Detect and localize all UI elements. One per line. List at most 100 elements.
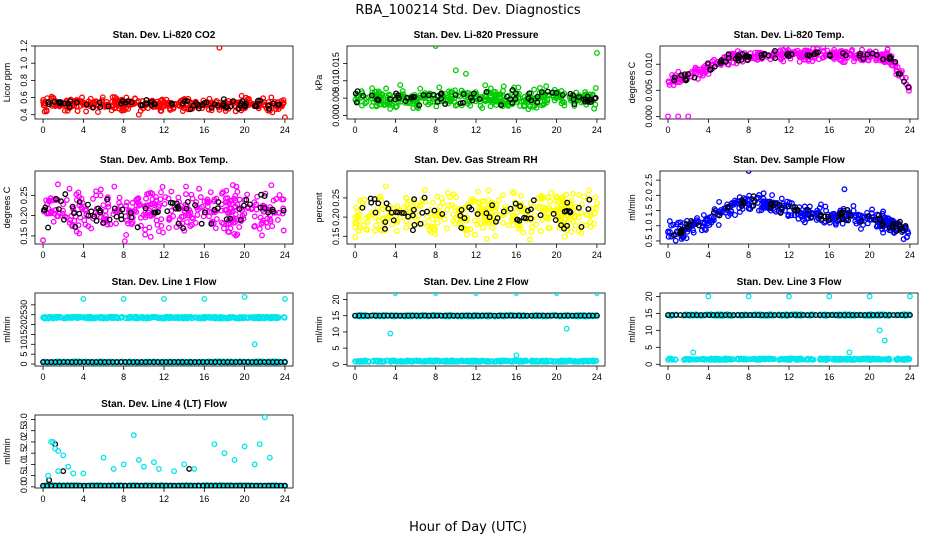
data-point xyxy=(212,313,218,320)
data-point xyxy=(259,219,266,226)
data-point xyxy=(801,219,808,226)
data-point xyxy=(429,216,436,223)
data-point xyxy=(430,91,437,98)
data-point xyxy=(185,106,192,113)
data-point xyxy=(96,314,103,321)
data-point xyxy=(241,102,248,109)
data-point xyxy=(725,51,732,58)
data-point xyxy=(479,357,486,364)
x-tick-label: 12 xyxy=(159,372,169,382)
data-point xyxy=(568,228,575,235)
x-tick-label: 4 xyxy=(706,250,711,260)
data-point xyxy=(46,101,52,108)
data-point xyxy=(767,207,774,214)
data-point xyxy=(685,113,692,119)
data-point xyxy=(778,205,785,211)
data-point xyxy=(436,84,443,91)
data-point xyxy=(550,210,557,217)
data-point xyxy=(355,214,362,221)
data-point xyxy=(172,205,179,212)
x-tick-label: 16 xyxy=(824,250,834,260)
data-point xyxy=(678,226,685,233)
plot-frame xyxy=(34,414,294,489)
x-tick-label: 12 xyxy=(784,125,794,135)
data-point xyxy=(123,202,130,209)
data-point xyxy=(814,207,821,214)
data-point xyxy=(480,198,487,204)
data-point xyxy=(216,46,223,51)
data-point xyxy=(804,52,811,59)
data-point xyxy=(244,315,251,321)
data-point xyxy=(368,92,375,99)
data-point xyxy=(829,211,836,218)
data-point xyxy=(69,203,76,210)
data-point xyxy=(161,200,168,207)
data-point xyxy=(690,349,697,356)
data-point xyxy=(99,94,106,101)
data-point xyxy=(424,358,431,365)
data-point xyxy=(467,102,474,109)
data-point xyxy=(70,314,77,321)
data-point xyxy=(90,195,96,202)
y-tick-label: 10 xyxy=(331,327,341,337)
data-point xyxy=(457,220,464,227)
data-point xyxy=(813,49,819,56)
data-point xyxy=(593,50,600,56)
data-point xyxy=(146,224,153,231)
data-point xyxy=(144,314,151,321)
data-point xyxy=(419,209,426,216)
data-point xyxy=(527,206,534,213)
data-point xyxy=(548,190,554,196)
data-point xyxy=(715,222,722,228)
data-point xyxy=(476,96,483,102)
data-point xyxy=(220,96,227,103)
x-tick-label: 20 xyxy=(240,372,250,382)
data-point xyxy=(739,51,746,57)
data-point xyxy=(433,103,440,110)
data-point xyxy=(785,53,792,60)
y-tick-label: 5 xyxy=(644,345,654,350)
data-point xyxy=(586,196,593,203)
data-point xyxy=(433,357,440,364)
data-point xyxy=(434,219,441,226)
data-point xyxy=(280,227,287,234)
data-point xyxy=(168,188,175,195)
x-tick-label: 24 xyxy=(592,250,602,260)
x-tick-label: 16 xyxy=(511,125,521,135)
data-point xyxy=(467,358,474,365)
data-point xyxy=(439,211,446,217)
y-tick-label: 0.25 xyxy=(331,189,341,207)
data-point xyxy=(552,217,559,223)
data-point xyxy=(878,356,885,363)
data-point xyxy=(880,56,887,63)
data-point xyxy=(811,55,818,61)
data-point xyxy=(570,96,577,103)
y-tick-label: 1.0 xyxy=(19,57,29,70)
data-point xyxy=(592,194,599,201)
data-point xyxy=(452,102,459,109)
data-point xyxy=(808,214,815,220)
data-point xyxy=(415,212,422,219)
data-point xyxy=(725,54,732,61)
data-point xyxy=(457,212,464,219)
data-point xyxy=(111,94,118,100)
data-point xyxy=(498,102,505,109)
y-tick-label: 3.0 xyxy=(19,413,29,426)
x-tick-label: 0 xyxy=(353,372,358,382)
data-point xyxy=(226,229,232,236)
data-point xyxy=(409,212,416,219)
y-tick-label: 1.2 xyxy=(19,40,29,53)
data-point xyxy=(905,84,912,91)
data-point xyxy=(591,95,598,102)
plot-frame xyxy=(346,45,606,120)
data-point xyxy=(518,98,525,105)
data-point xyxy=(411,221,418,228)
data-point xyxy=(887,54,894,61)
data-point xyxy=(582,89,589,96)
data-point xyxy=(118,216,125,223)
data-point xyxy=(826,293,833,300)
data-point xyxy=(268,94,275,101)
data-point xyxy=(143,212,150,218)
data-point xyxy=(485,358,492,365)
data-point xyxy=(251,315,258,322)
